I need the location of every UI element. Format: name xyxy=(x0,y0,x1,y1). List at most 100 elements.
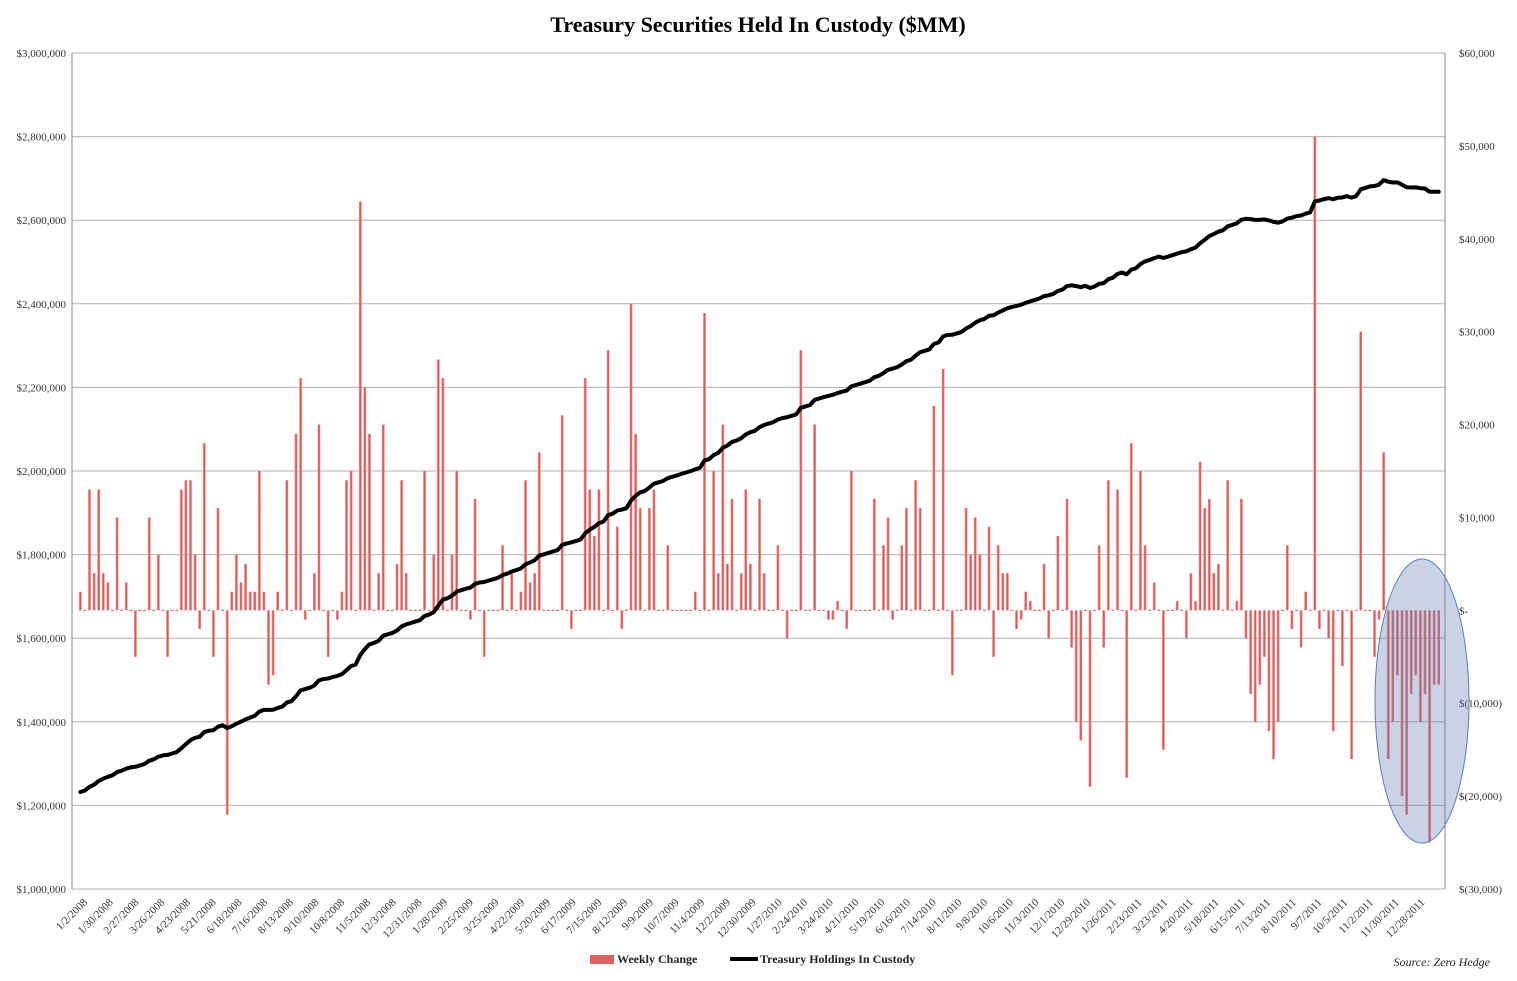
weekly-change-bar xyxy=(161,609,165,611)
weekly-change-bar xyxy=(909,609,913,611)
weekly-change-bar xyxy=(404,573,408,611)
weekly-change-bar xyxy=(280,609,284,611)
weekly-change-bar xyxy=(799,350,803,611)
left-tick-label: $1,400,000 xyxy=(17,717,67,729)
weekly-change-bar xyxy=(684,609,688,611)
weekly-change-bar xyxy=(767,609,771,611)
weekly-change-bar xyxy=(372,609,376,611)
weekly-change-bar xyxy=(335,610,339,620)
weekly-change-bar xyxy=(510,573,514,611)
weekly-change-bar xyxy=(1382,452,1386,611)
left-tick-label: $2,000,000 xyxy=(17,466,67,478)
weekly-change-bar xyxy=(629,303,633,611)
weekly-change-bar xyxy=(377,573,380,611)
weekly-change-bar xyxy=(1373,610,1376,657)
weekly-change-bar xyxy=(1290,610,1294,629)
weekly-change-bar xyxy=(721,424,725,611)
weekly-change-bar xyxy=(1396,610,1399,676)
right-tick-label: $10,000 xyxy=(1459,512,1495,524)
weekly-change-bar xyxy=(565,609,569,611)
weekly-change-bar xyxy=(225,610,229,815)
weekly-change-bar xyxy=(1262,610,1266,657)
weekly-change-bar xyxy=(175,609,179,611)
weekly-change-bar xyxy=(978,554,982,611)
weekly-change-bar xyxy=(207,609,211,611)
weekly-change-bar xyxy=(1157,609,1161,611)
left-tick-label: $1,800,000 xyxy=(17,550,67,562)
weekly-change-bar xyxy=(1423,610,1427,694)
weekly-change-bar xyxy=(877,609,881,611)
weekly-change-bar xyxy=(735,609,738,611)
weekly-change-bar xyxy=(409,609,413,611)
left-tick-label: $2,600,000 xyxy=(17,215,67,227)
weekly-change-bar xyxy=(900,545,904,611)
weekly-change-bar xyxy=(556,609,559,611)
weekly-change-bar xyxy=(602,609,605,611)
weekly-change-bar xyxy=(92,573,96,611)
weekly-change-bar xyxy=(1409,610,1413,694)
weekly-change-bar xyxy=(918,508,922,611)
weekly-change-bar xyxy=(473,498,477,611)
weekly-change-bar xyxy=(955,609,959,611)
right-axis-ticks: $(30,000) $(20,000) $(10,000) $- $10,000 $20,… xyxy=(1459,48,1502,896)
weekly-change-bar xyxy=(143,609,146,611)
weekly-change-bar xyxy=(487,609,491,611)
weekly-change-bar xyxy=(1336,609,1340,611)
weekly-change-bar xyxy=(625,609,628,611)
right-tick-label: $40,000 xyxy=(1459,234,1495,246)
weekly-change-bar xyxy=(533,573,537,611)
weekly-change-bar xyxy=(831,610,835,620)
weekly-change-bar xyxy=(193,554,197,611)
weekly-change-bar xyxy=(234,554,238,611)
weekly-change-bar xyxy=(790,609,794,611)
weekly-change-bar xyxy=(1015,610,1018,629)
weekly-change-bar xyxy=(124,582,128,611)
weekly-change-bar xyxy=(1184,610,1188,639)
weekly-change-bar xyxy=(262,591,266,611)
weekly-change-bar xyxy=(868,609,872,611)
weekly-change-bar xyxy=(111,609,114,611)
weekly-change-bar xyxy=(826,610,830,620)
weekly-change-bar xyxy=(992,610,995,657)
weekly-change-bar xyxy=(1019,610,1023,620)
weekly-change-bar xyxy=(427,609,431,611)
weekly-change-bar xyxy=(1194,601,1197,611)
weekly-change-bar xyxy=(1148,609,1151,611)
weekly-change-bar xyxy=(1295,609,1298,611)
weekly-change-bar xyxy=(1418,610,1422,722)
right-tick-label: $50,000 xyxy=(1459,141,1495,153)
weekly-change-bar xyxy=(1253,610,1257,722)
weekly-change-bar xyxy=(1203,508,1207,611)
weekly-change-bar xyxy=(358,201,362,611)
weekly-change-bar xyxy=(1083,609,1087,611)
weekly-change-bar xyxy=(1116,489,1119,611)
weekly-change-bar xyxy=(845,610,849,629)
weekly-change-bar xyxy=(932,405,936,611)
left-tick-label: $2,200,000 xyxy=(17,382,67,394)
weekly-change-bar xyxy=(519,591,523,611)
weekly-change-bar xyxy=(725,563,729,611)
weekly-change-bar xyxy=(1340,610,1344,667)
weekly-change-bar xyxy=(1120,609,1124,611)
weekly-change-bar xyxy=(1377,610,1381,620)
weekly-change-bar xyxy=(996,545,1000,611)
weekly-change-bar xyxy=(340,591,344,611)
weekly-change-bar xyxy=(813,424,816,611)
weekly-change-bar xyxy=(230,591,234,611)
weekly-change-bar xyxy=(1102,610,1106,648)
weekly-change-bar xyxy=(491,609,495,611)
weekly-change-bar xyxy=(1074,610,1078,722)
weekly-change-bar xyxy=(285,480,289,611)
weekly-change-bar xyxy=(299,378,302,611)
weekly-change-bar xyxy=(606,350,610,611)
weekly-change-bar xyxy=(859,609,862,611)
weekly-change-bar xyxy=(386,609,390,611)
weekly-change-bar xyxy=(808,609,812,611)
weekly-change-bar xyxy=(666,545,670,611)
weekly-change-bar xyxy=(1230,609,1234,611)
weekly-change-bar xyxy=(620,610,624,629)
weekly-change-bar xyxy=(418,609,422,611)
weekly-change-bar xyxy=(212,610,215,657)
weekly-change-bar xyxy=(1299,610,1303,648)
weekly-change-bar xyxy=(1171,609,1174,611)
